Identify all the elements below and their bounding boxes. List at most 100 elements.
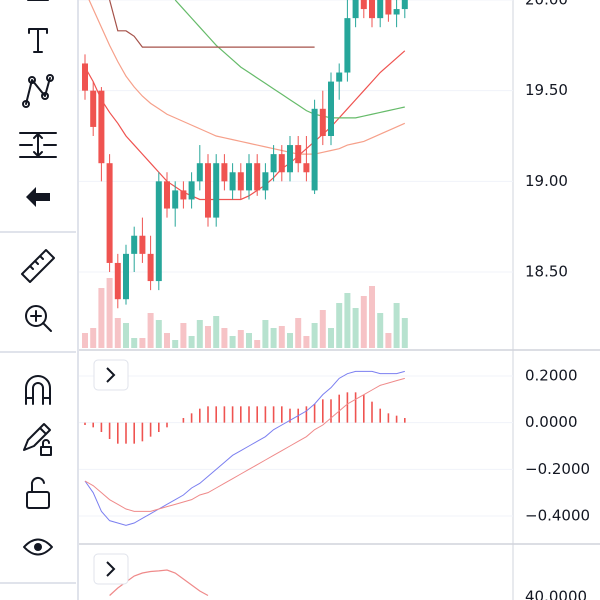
volume-bar (106, 278, 113, 348)
moving-average (109, 0, 315, 48)
magnet-tool[interactable] (25, 375, 51, 405)
volume-bar (82, 333, 88, 348)
volume-bar (155, 320, 162, 348)
back-arrow[interactable] (26, 187, 50, 207)
volume-bar (229, 336, 236, 348)
candle-body (106, 163, 113, 263)
volume-bar (303, 336, 310, 348)
volume-bar (180, 323, 187, 348)
macd-tick-label: 0.2000 (525, 367, 578, 385)
axes: 20.00 19.50 19.00 18.50 0.2000 0.0000 −0.2000 −… (525, 0, 590, 600)
price-tick-label: 20.00 (525, 0, 568, 9)
macd-tick-label: −0.4000 (525, 507, 590, 525)
volume-bar (278, 326, 285, 348)
volume-bar (90, 328, 97, 348)
volume-bar (172, 340, 179, 348)
measure-tool[interactable] (19, 132, 57, 158)
collapse-button[interactable] (93, 553, 129, 585)
volume-bar (98, 288, 105, 348)
volume-bar (360, 296, 367, 348)
candle-body (98, 90, 105, 164)
volume-bar (147, 313, 154, 348)
macd-line (84, 370, 405, 526)
toolbar (0, 0, 79, 600)
rsi-tick-label: 40.0000 (525, 588, 587, 600)
zoom-tool[interactable] (25, 305, 52, 332)
candle-body (180, 190, 187, 200)
candle-body (221, 163, 228, 182)
volume-bar (246, 333, 252, 348)
pattern-tool[interactable] (22, 74, 54, 108)
candle-body (328, 81, 334, 136)
volume-bar (188, 336, 195, 348)
volume-bar (385, 333, 392, 348)
candle-body (131, 235, 138, 254)
volume-bar (196, 320, 203, 348)
candle-body (385, 0, 392, 15)
candle-body (114, 262, 121, 300)
moving-average (88, 0, 406, 155)
volume-bar (328, 328, 334, 348)
text-tool[interactable] (28, 28, 48, 53)
candle-body (344, 18, 351, 73)
volume-bar (213, 316, 220, 348)
candle-body (229, 172, 236, 191)
volume-bar (319, 310, 326, 348)
volume-bar (311, 323, 318, 348)
candle-body (270, 154, 277, 173)
volume-bar (270, 328, 277, 348)
candle-body (295, 145, 302, 164)
candle-body (262, 172, 269, 191)
volume-bar (344, 293, 351, 348)
volume-bar (221, 328, 228, 348)
candle-body (287, 145, 293, 173)
signal-line (84, 377, 405, 512)
candle-body (164, 181, 170, 209)
price-pane (79, 0, 513, 348)
candle-body (360, 0, 367, 10)
volume-bar (401, 318, 408, 348)
candle-body (369, 0, 375, 19)
volume-bar (352, 308, 359, 348)
volume-bar (287, 333, 293, 348)
volume-bar (164, 333, 170, 348)
volume-bar (123, 323, 129, 348)
candle-body (123, 253, 129, 300)
candle-body (352, 0, 359, 19)
volume-bar (336, 303, 343, 348)
lock-drawings[interactable] (23, 423, 52, 456)
ruler-tool[interactable] (21, 249, 55, 283)
candle-body (188, 181, 195, 200)
candle-body (377, 0, 384, 19)
volume-bar (295, 318, 302, 348)
volume-bar (205, 326, 211, 348)
price-tick-label: 18.50 (525, 263, 568, 281)
volume-bar (377, 313, 384, 348)
volume-bar (369, 286, 375, 348)
candle-body (196, 163, 203, 182)
candle-body (336, 72, 343, 82)
candle-body (278, 154, 285, 173)
price-tick-label: 19.00 (525, 172, 568, 190)
candle-body (172, 190, 179, 209)
visibility-tool[interactable] (23, 538, 53, 556)
candle-body (319, 108, 326, 136)
volume-bar (131, 338, 138, 348)
candle-body (311, 108, 318, 191)
volume-bar (114, 318, 121, 348)
volume-bar (254, 340, 261, 348)
candle-body (401, 0, 408, 10)
candle-body (82, 63, 88, 91)
candle-body (155, 181, 162, 282)
moving-average (174, 0, 405, 119)
candle-body (303, 163, 310, 173)
candle-body (254, 163, 261, 191)
candle-body (205, 163, 211, 218)
lock-tool[interactable] (26, 476, 50, 509)
volume-bar (393, 303, 400, 348)
price-tick-label: 19.50 (525, 81, 568, 99)
candle-body (147, 253, 154, 282)
collapse-button[interactable] (93, 359, 129, 391)
macd-pane (79, 370, 513, 526)
